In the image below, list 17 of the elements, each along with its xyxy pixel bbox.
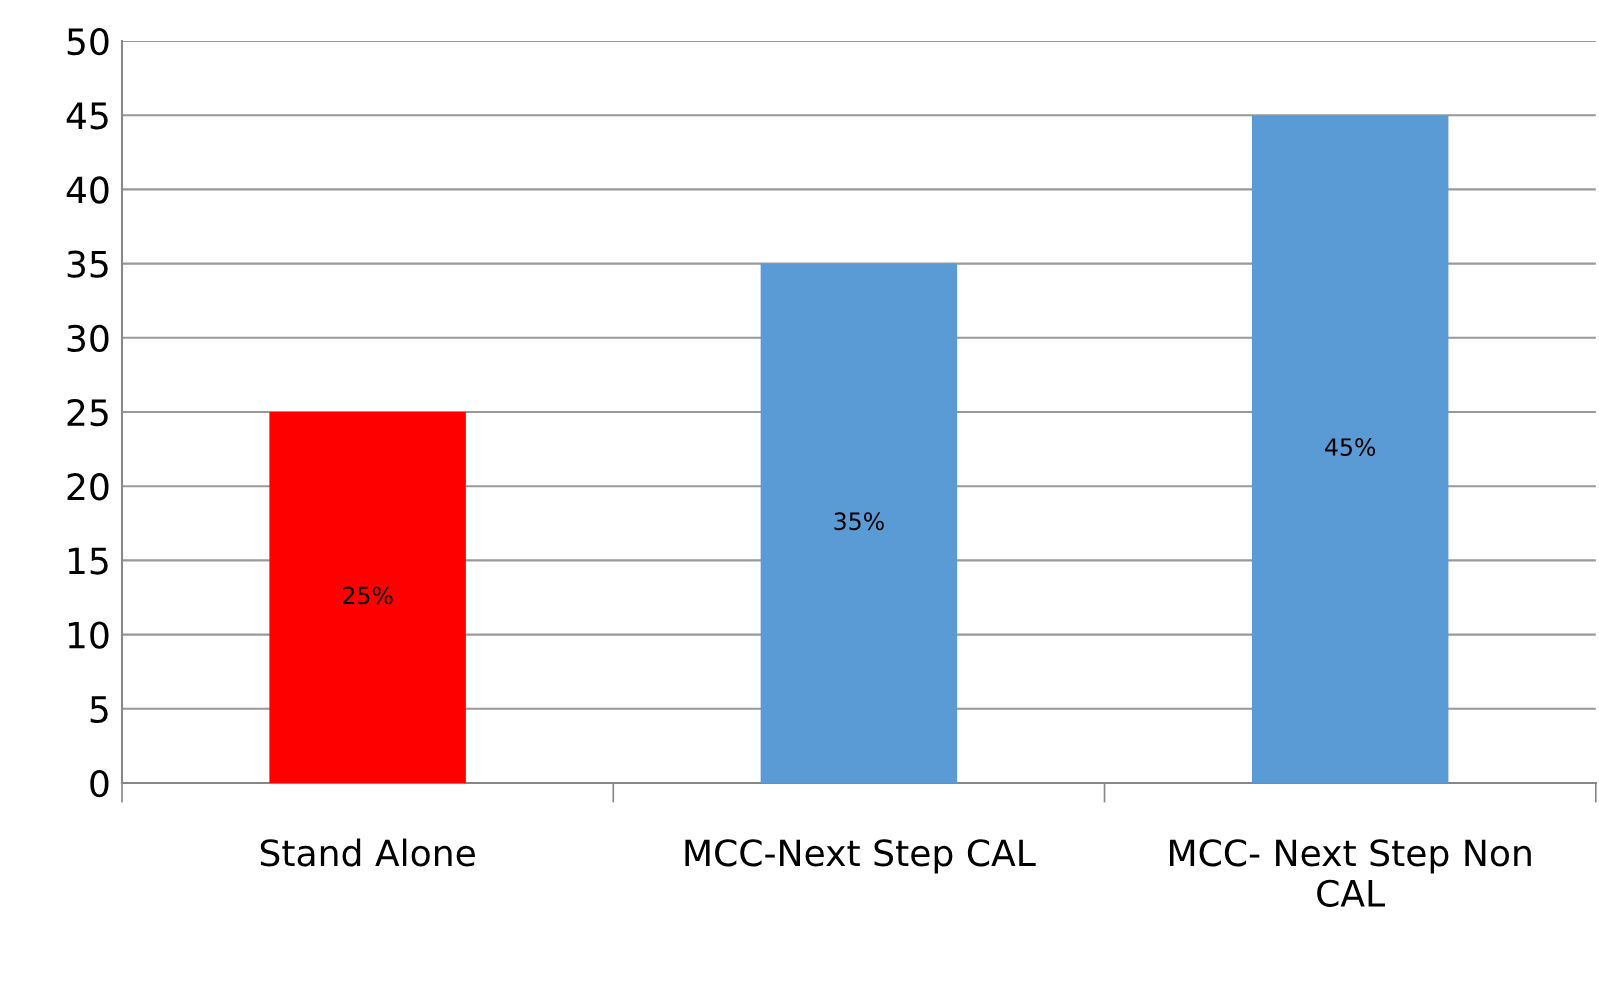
y-tick-label: 35 (67, 250, 108, 278)
x-tick-label: Stand Alone (260, 838, 475, 867)
data-label: 25% (343, 586, 393, 605)
y-tick-label: 20 (67, 473, 109, 501)
data-label: 45% (1325, 438, 1376, 456)
y-tick-label: 30 (67, 324, 109, 353)
y-tick-label: 50 (67, 27, 109, 56)
y-tick-label: 0 (90, 769, 109, 798)
x-tick-label: MCC- Next Step Non CAL (1170, 839, 1531, 907)
x-tick-label: MCC-Next Step CAL (685, 839, 1036, 874)
y-tick-label: 10 (68, 621, 109, 649)
y-tick-label: 45 (66, 102, 108, 130)
y-tick-label: 40 (66, 176, 109, 204)
data-label: 35% (834, 512, 884, 531)
y-tick-label: 25 (67, 398, 108, 427)
y-tick-label: 15 (68, 547, 108, 575)
y-tick-label: 5 (90, 696, 108, 724)
